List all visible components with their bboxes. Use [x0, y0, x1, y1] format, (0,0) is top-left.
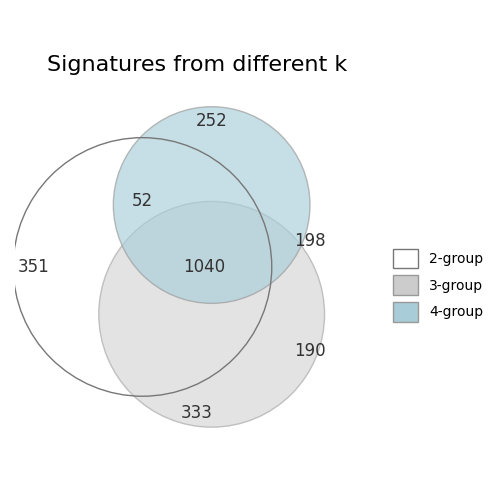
Text: 190: 190 [294, 342, 326, 360]
Text: 1040: 1040 [183, 258, 225, 276]
Title: Signatures from different k: Signatures from different k [47, 55, 347, 75]
Legend: 2-group, 3-group, 4-group: 2-group, 3-group, 4-group [386, 242, 490, 329]
Text: 198: 198 [294, 232, 326, 250]
Circle shape [113, 107, 310, 303]
Text: 333: 333 [181, 404, 213, 422]
Text: 52: 52 [132, 193, 153, 210]
Text: 252: 252 [196, 112, 227, 130]
Circle shape [99, 202, 325, 427]
Text: 351: 351 [17, 258, 49, 276]
